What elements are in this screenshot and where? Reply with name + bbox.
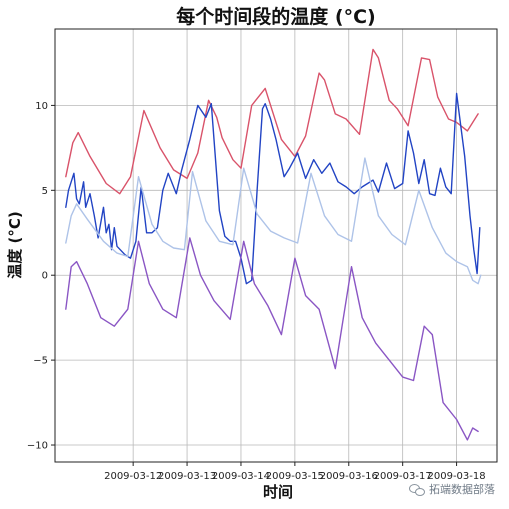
series-layer bbox=[65, 48, 482, 441]
y-tick-label: −10 bbox=[27, 441, 48, 452]
y-tick-label: −5 bbox=[33, 356, 48, 367]
wechat-icon bbox=[409, 483, 425, 496]
series-line-1 bbox=[65, 48, 479, 195]
x-axis-title: 时间 bbox=[263, 483, 293, 501]
chart-title: 每个时间段的温度 (°C) bbox=[176, 5, 375, 28]
series-line-3 bbox=[65, 157, 482, 285]
y-axis: −10 −5 0 5 10 bbox=[27, 101, 55, 452]
x-tick-label: 2009-03-15 bbox=[266, 471, 324, 482]
x-axis: 2009-03-122009-03-132009-03-142009-03-15… bbox=[104, 462, 486, 482]
grid bbox=[55, 29, 497, 462]
series-line-4 bbox=[65, 237, 479, 441]
x-tick-label: 2009-03-14 bbox=[212, 471, 270, 482]
plot-background bbox=[55, 29, 497, 462]
y-axis-title: 温度 (°C) bbox=[6, 211, 24, 278]
x-tick-label: 2009-03-17 bbox=[374, 471, 432, 482]
plot-frame bbox=[54, 28, 498, 463]
x-tick-label: 2009-03-12 bbox=[104, 471, 162, 482]
x-tick-label: 2009-03-18 bbox=[428, 471, 486, 482]
x-tick-label: 2009-03-13 bbox=[158, 471, 216, 482]
y-tick-label: 0 bbox=[42, 271, 48, 282]
x-tick-label: 2009-03-16 bbox=[320, 471, 378, 482]
series-line-2 bbox=[65, 92, 481, 285]
y-tick-label: 5 bbox=[42, 186, 48, 197]
watermark: 拓端数据部落 bbox=[409, 481, 495, 497]
y-tick-label: 10 bbox=[35, 101, 48, 112]
watermark-text: 拓端数据部落 bbox=[429, 483, 495, 496]
